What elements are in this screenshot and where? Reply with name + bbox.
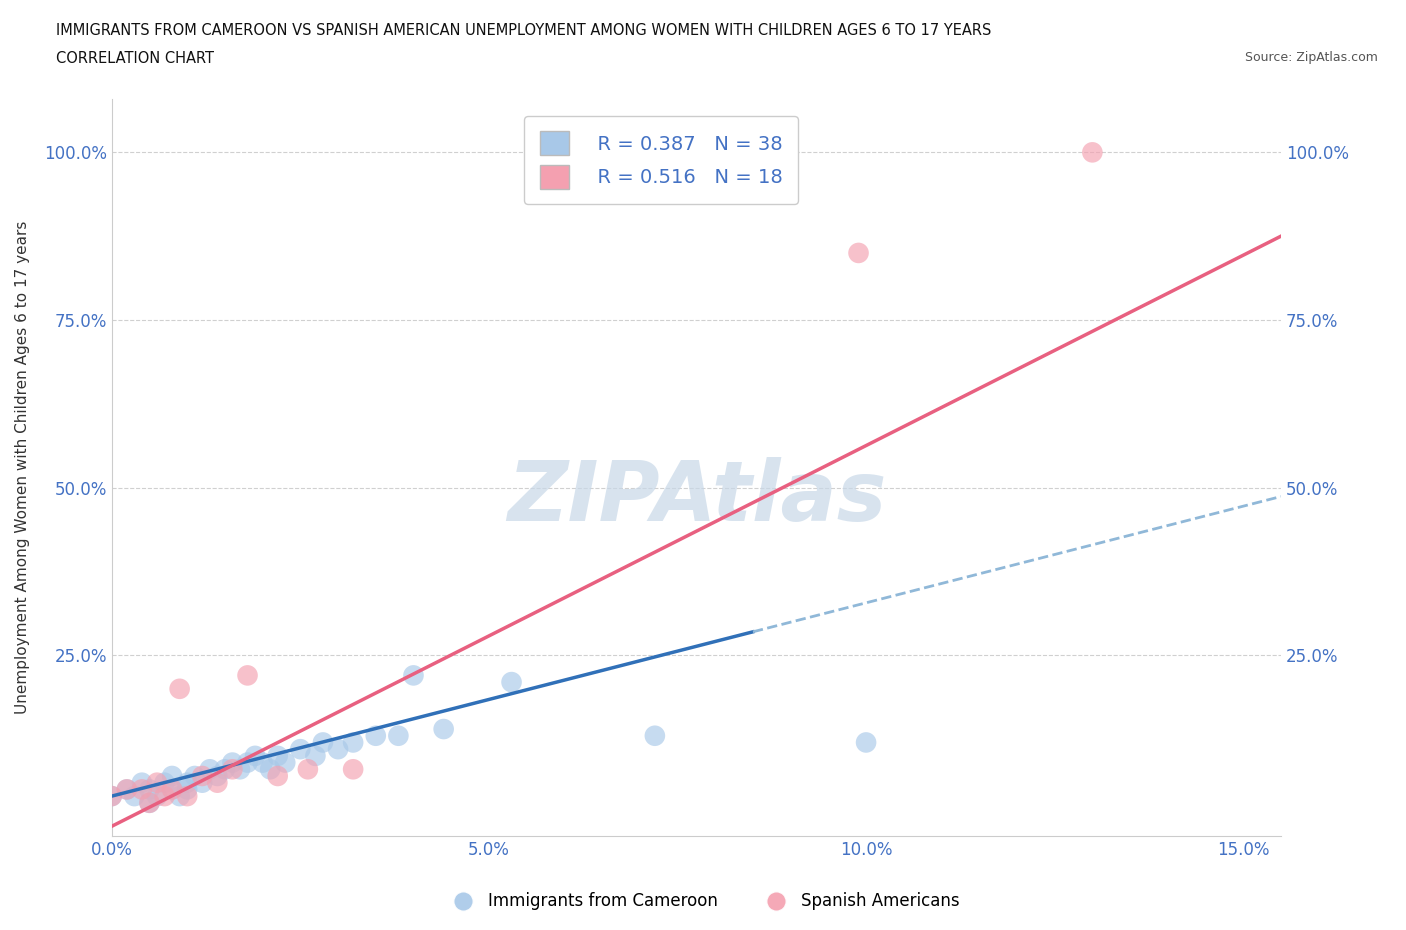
- Legend: Immigrants from Cameroon, Spanish Americans: Immigrants from Cameroon, Spanish Americ…: [440, 885, 966, 917]
- Text: Source: ZipAtlas.com: Source: ZipAtlas.com: [1244, 51, 1378, 64]
- Point: [124, 789, 146, 804]
- Point: [183, 768, 205, 783]
- Point: [267, 749, 290, 764]
- Point: [236, 668, 259, 683]
- Point: [221, 755, 243, 770]
- Text: IMMIGRANTS FROM CAMEROON VS SPANISH AMERICAN UNEMPLOYMENT AMONG WOMEN WITH CHILD: IMMIGRANTS FROM CAMEROON VS SPANISH AMER…: [56, 23, 991, 38]
- Point: [100, 789, 122, 804]
- Point: [855, 735, 877, 750]
- Legend:   R = 0.387   N = 38,   R = 0.516   N = 18: R = 0.387 N = 38, R = 0.516 N = 18: [524, 116, 799, 204]
- Point: [274, 755, 297, 770]
- Point: [191, 776, 214, 790]
- Point: [326, 742, 349, 757]
- Point: [138, 795, 160, 810]
- Point: [207, 776, 229, 790]
- Point: [214, 762, 236, 777]
- Text: ZIPAtlas: ZIPAtlas: [506, 457, 886, 538]
- Point: [191, 768, 214, 783]
- Point: [243, 749, 266, 764]
- Point: [342, 762, 364, 777]
- Point: [138, 782, 160, 797]
- Point: [236, 755, 259, 770]
- Point: [252, 755, 274, 770]
- Point: [342, 735, 364, 750]
- Point: [146, 776, 169, 790]
- Point: [160, 768, 183, 783]
- Point: [1081, 145, 1104, 160]
- Point: [312, 735, 335, 750]
- Point: [402, 668, 425, 683]
- Point: [644, 728, 666, 743]
- Point: [138, 795, 160, 810]
- Point: [115, 782, 138, 797]
- Point: [169, 682, 191, 697]
- Point: [267, 768, 290, 783]
- Point: [169, 789, 191, 804]
- Point: [153, 776, 176, 790]
- Point: [259, 762, 281, 777]
- Point: [160, 782, 183, 797]
- Point: [387, 728, 409, 743]
- Text: CORRELATION CHART: CORRELATION CHART: [56, 51, 214, 66]
- Point: [290, 742, 312, 757]
- Point: [160, 782, 183, 797]
- Point: [176, 776, 198, 790]
- Point: [848, 246, 870, 260]
- Point: [297, 762, 319, 777]
- Point: [501, 674, 523, 689]
- Point: [131, 776, 153, 790]
- Point: [433, 722, 456, 737]
- Point: [115, 782, 138, 797]
- Point: [229, 762, 252, 777]
- Point: [146, 789, 169, 804]
- Point: [176, 782, 198, 797]
- Point: [131, 782, 153, 797]
- Point: [100, 789, 122, 804]
- Point: [364, 728, 387, 743]
- Y-axis label: Unemployment Among Women with Children Ages 6 to 17 years: Unemployment Among Women with Children A…: [15, 220, 30, 714]
- Point: [198, 762, 221, 777]
- Point: [304, 749, 326, 764]
- Point: [153, 789, 176, 804]
- Point: [176, 789, 198, 804]
- Point: [207, 768, 229, 783]
- Point: [221, 762, 243, 777]
